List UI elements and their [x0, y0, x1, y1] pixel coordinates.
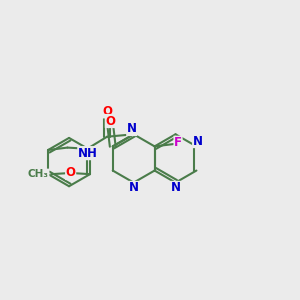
Text: O: O — [66, 167, 76, 179]
Text: N: N — [193, 135, 203, 148]
Text: O: O — [102, 105, 112, 118]
Text: N: N — [129, 182, 139, 194]
Text: F: F — [174, 136, 182, 149]
Text: N: N — [170, 182, 181, 194]
Text: O: O — [105, 115, 115, 128]
Text: N: N — [127, 122, 137, 136]
Text: NH: NH — [78, 147, 98, 160]
Text: CH₃: CH₃ — [28, 169, 49, 179]
